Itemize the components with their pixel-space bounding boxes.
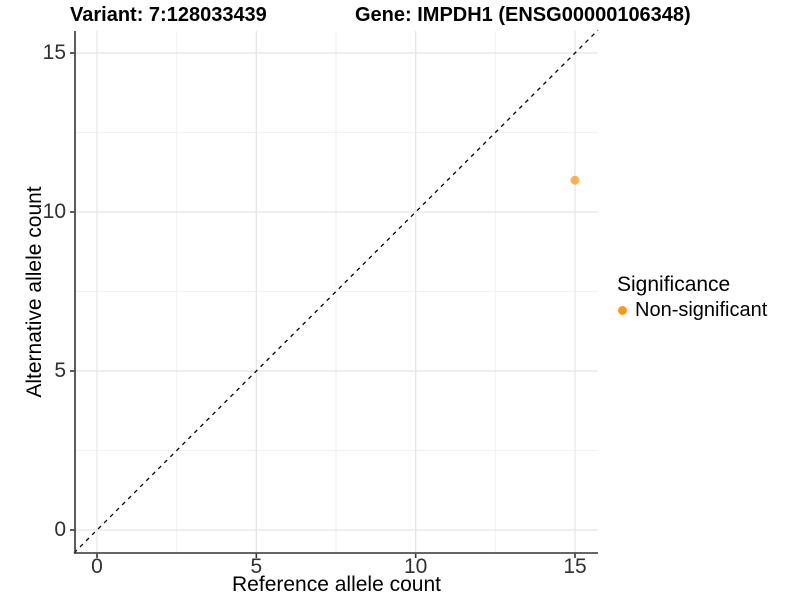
x-tick-label: 15: [563, 555, 587, 578]
x-axis-title: Reference allele count: [232, 573, 441, 596]
x-tick-label: 0: [91, 555, 103, 578]
y-tick-label: 0: [54, 518, 66, 541]
legend-item-label: Non-significant: [635, 299, 768, 321]
plot-title-gene: Gene: IMPDH1 (ENSG00000106348): [355, 4, 691, 26]
legend: Significance Non-significant: [617, 273, 767, 322]
x-tick-label: 5: [250, 555, 263, 578]
legend-item: Non-significant: [617, 299, 767, 322]
y-tick-label: 10: [42, 200, 66, 223]
plot-title-variant: Variant: 7:128033439: [70, 4, 267, 26]
legend-point-icon: [618, 306, 627, 315]
data-point: [570, 175, 580, 185]
x-tick-label: 10: [403, 555, 428, 578]
y-tick-label: 5: [54, 359, 66, 382]
legend-title: Significance: [617, 273, 731, 296]
legend-items: Non-significant: [617, 299, 767, 322]
y-tick-label: 15: [42, 41, 66, 64]
y-axis-title: Alternative allele count: [23, 186, 46, 398]
